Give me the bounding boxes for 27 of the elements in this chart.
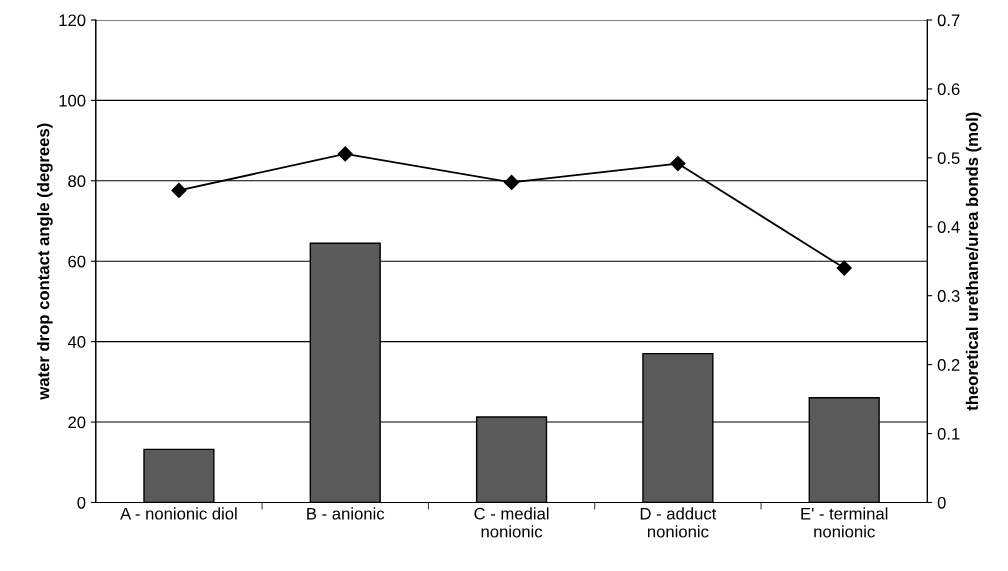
point [503,174,520,190]
y-tick-label: 120 [59,14,86,27]
y-axis-title: water drop contact angle (degrees) [37,123,53,400]
y-tick-label: 80 [68,175,86,188]
point [670,155,686,172]
y-tick-label: 60 [68,255,86,268]
y2-tick-label: 0.1 [937,427,960,440]
x-tick-label: E' - terminal nonionic [801,507,888,538]
x-tick-label: B - anionic [307,507,385,520]
x-tick-label: C - medial nonionic [474,507,549,538]
y-tick-label: 0 [77,496,86,509]
x-tick-label: A - nonionic diol [120,507,237,520]
point [337,146,353,162]
y-tick-label: 100 [59,94,86,107]
y-tick-label: 40 [67,336,86,348]
y2-tick-label: 0.4 [937,221,960,233]
point [171,182,187,199]
y2-tick-label: 0.3 [937,290,960,302]
y2-axis-title: theoretical urethane/urea bonds (mol) [965,112,982,411]
y2-tick-label: 0.5 [937,152,960,165]
y2-tick-label: 0 [937,496,946,509]
y2-tick-label: 0.2 [937,359,960,371]
x-tick-label: D - adduct nonionic [640,507,717,538]
y-tick-label: 20 [68,416,86,429]
y2-tick-label: 0.6 [937,83,960,96]
y2-tick-label: 0.7 [937,14,960,27]
point [836,260,852,276]
